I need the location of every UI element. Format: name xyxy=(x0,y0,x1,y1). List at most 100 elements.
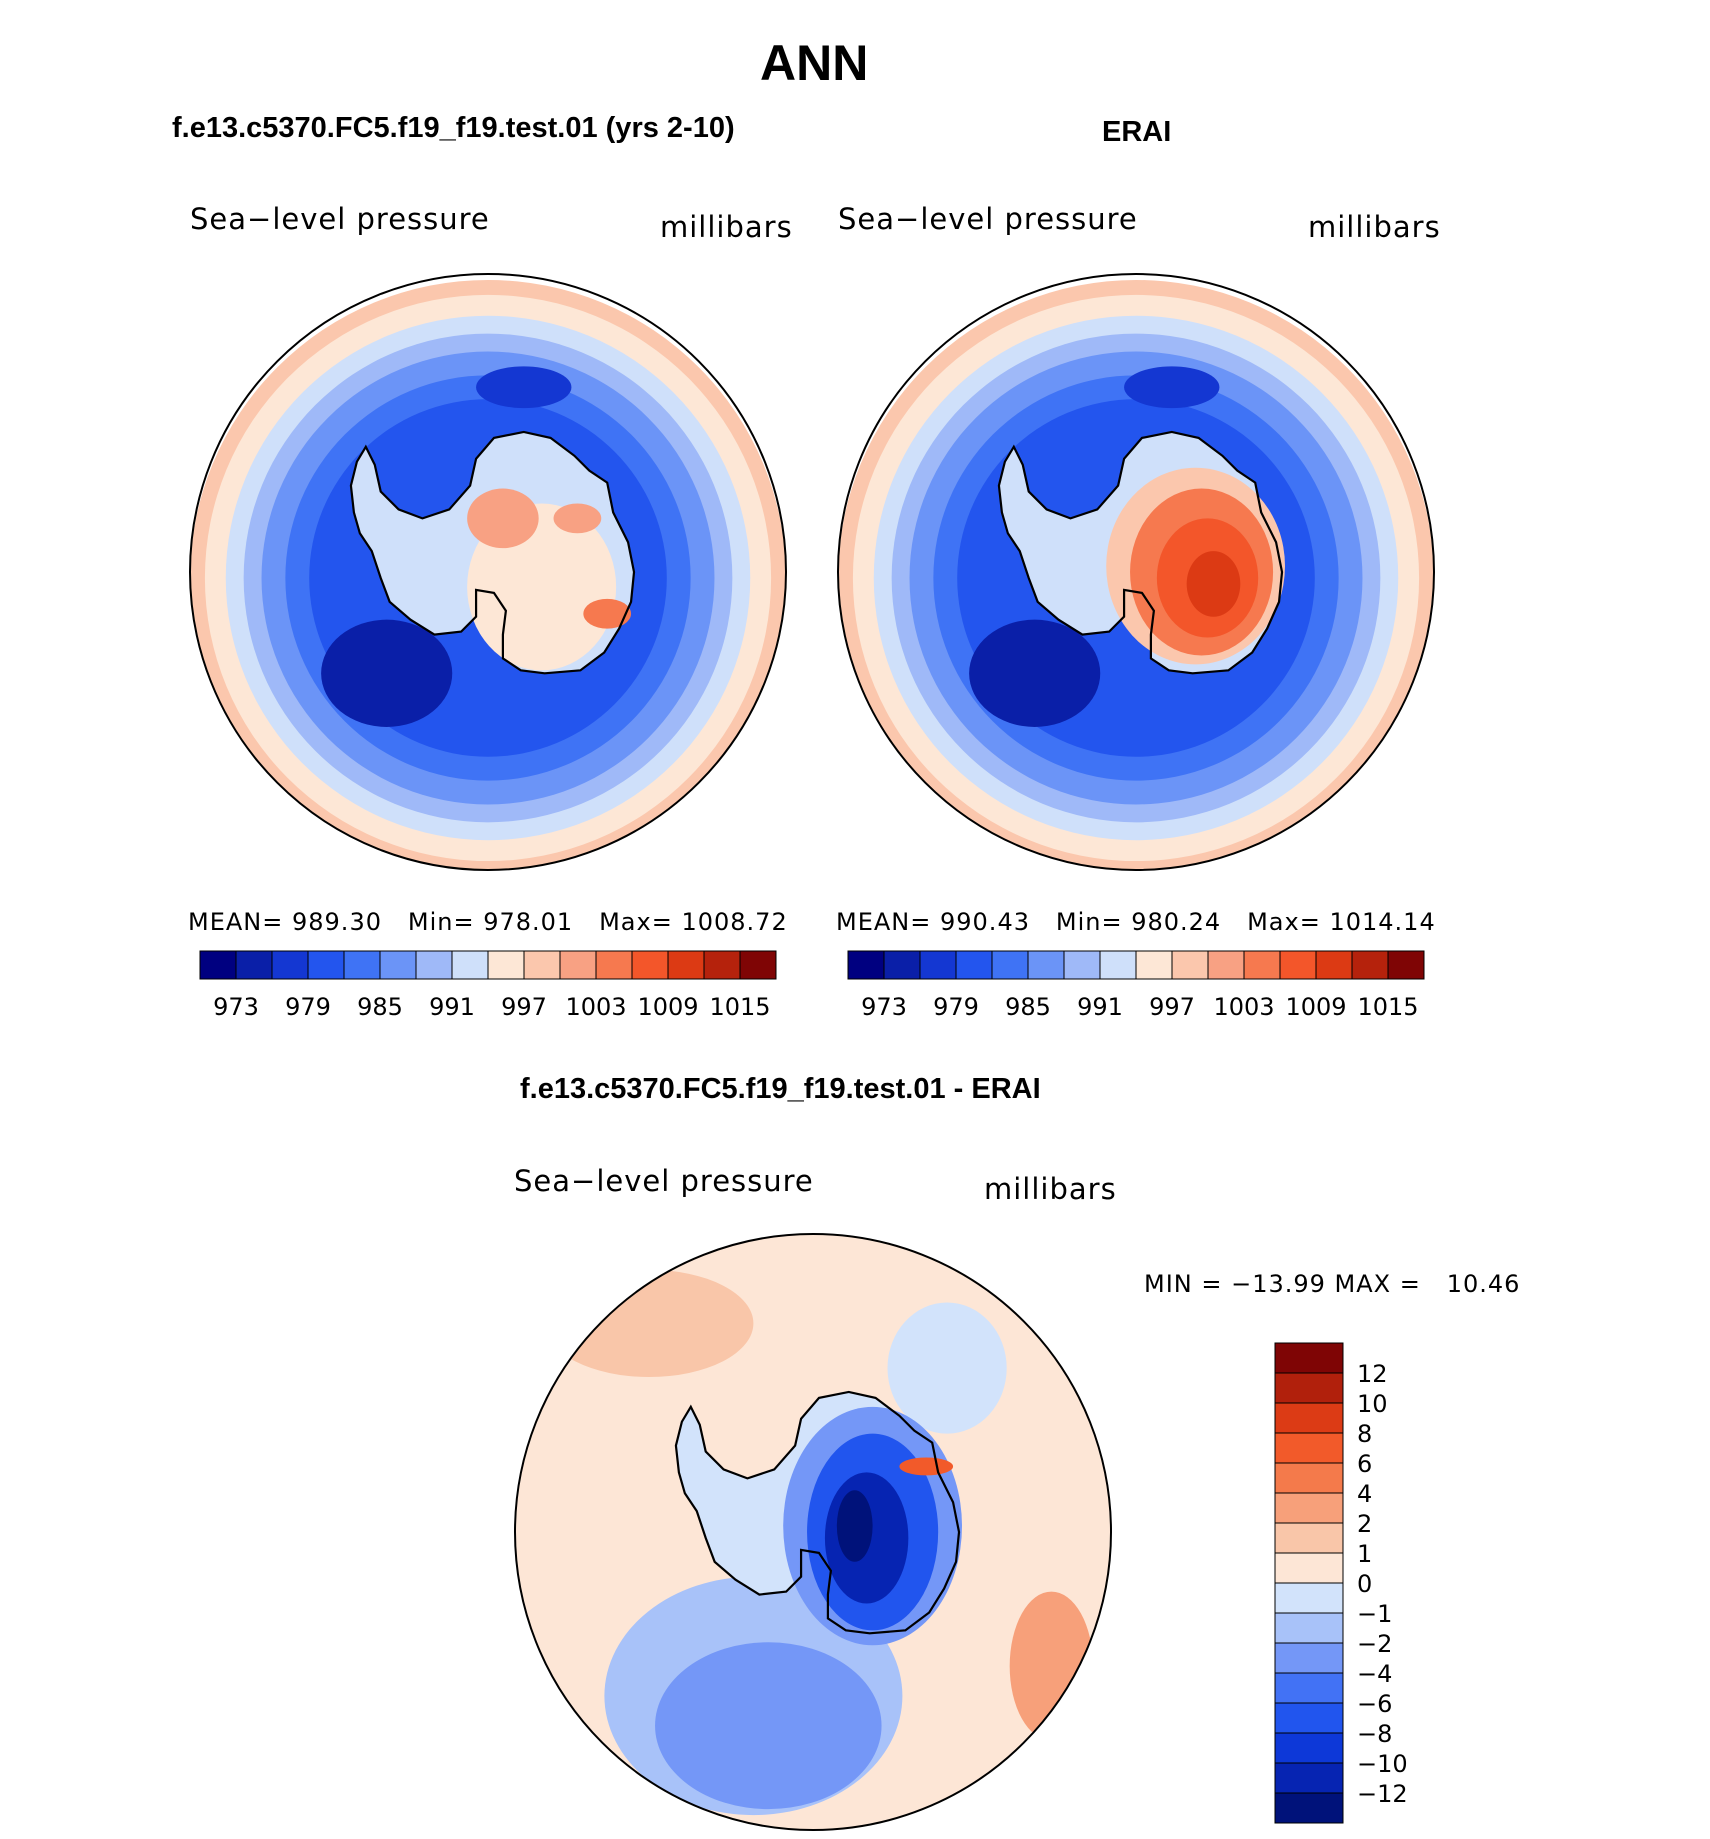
diff-colorbar-segment xyxy=(1274,1672,1344,1704)
obs-colorbar-tick-label: 1009 xyxy=(1285,993,1346,1021)
model-high-2 xyxy=(467,488,539,549)
model-colorbar-segment xyxy=(307,950,345,980)
units-label-diff: millibars xyxy=(984,1172,1117,1206)
diff-colorbar-segment xyxy=(1274,1432,1344,1464)
model-high-3 xyxy=(553,503,602,534)
obs-colorbar-segment xyxy=(1315,950,1353,980)
diff-colorbar-segment xyxy=(1274,1552,1344,1584)
diff-colorbar-tick-label: 12 xyxy=(1357,1360,1388,1388)
obs-colorbar-segment xyxy=(1135,950,1173,980)
diff-colorbar-segment xyxy=(1274,1582,1344,1614)
model-colorbar-segment xyxy=(235,950,273,980)
diff-colorbar-tick-label: 10 xyxy=(1357,1390,1388,1418)
model-colorbar: 973 979 985 991 997 1003 1009 1015 xyxy=(199,950,777,1021)
min-value: 980.24 xyxy=(1131,908,1222,936)
model-colorbar-segment xyxy=(415,950,453,980)
model-colorbar-segment xyxy=(523,950,561,980)
diff-colorbar-segment xyxy=(1274,1612,1344,1644)
model-colorbar-segment xyxy=(631,950,669,980)
obs-high-4 xyxy=(1186,551,1241,617)
model-colorbar-tick-label: 979 xyxy=(285,993,331,1021)
model-colorbar-tick-label: 991 xyxy=(429,993,475,1021)
diff-colorbar-tick-label: 0 xyxy=(1357,1570,1372,1598)
panel-title-model: f.e13.c5370.FC5.f19_f19.test.01 (yrs 2-1… xyxy=(172,112,735,144)
min-label: Min= xyxy=(407,908,475,936)
obs-colorbar-segment xyxy=(991,950,1029,980)
obs-colorbar-segment xyxy=(919,950,957,980)
diff-colorbar-segment xyxy=(1274,1642,1344,1674)
panel-title-diff: f.e13.c5370.FC5.f19_f19.test.01 - ERAI xyxy=(520,1073,1041,1105)
model-colorbar-tick-label: 1009 xyxy=(637,993,698,1021)
diff-colorbar-tick-label: −1 xyxy=(1357,1600,1392,1628)
diff-colorbar-tick-label: −12 xyxy=(1357,1780,1408,1808)
model-map-border xyxy=(189,273,787,871)
diff-field xyxy=(515,1234,1111,1830)
model-colorbar-segment xyxy=(199,950,237,980)
diff-colorbar-tick-label: −8 xyxy=(1357,1720,1392,1748)
obs-colorbar: 973 979 985 991 997 1003 1009 1015 xyxy=(847,950,1425,1021)
obs-colorbar-segment xyxy=(883,950,921,980)
obs-colorbar-segment xyxy=(1063,950,1101,980)
diff-neg-s2 xyxy=(655,1642,882,1810)
diff-colorbar-tick-label: 6 xyxy=(1357,1450,1372,1478)
diff-colorbar-segment xyxy=(1274,1792,1344,1824)
panel-title-obs: ERAI xyxy=(1102,116,1172,148)
model-colorbar-segment xyxy=(559,950,597,980)
model-coastline xyxy=(349,430,636,675)
diff-colorbar-segment xyxy=(1274,1492,1344,1524)
model-colorbar-segment xyxy=(595,950,633,980)
max-label: Max= xyxy=(599,908,673,936)
diff-colorbar-tick-label: −10 xyxy=(1357,1750,1408,1778)
diff-colorbar-segment xyxy=(1274,1462,1344,1494)
obs-colorbar-segment xyxy=(955,950,993,980)
model-colorbar-segment xyxy=(271,950,309,980)
obs-colorbar-segment xyxy=(1099,950,1137,980)
obs-colorbar-tick-label: 997 xyxy=(1149,993,1195,1021)
obs-map-border xyxy=(837,273,1435,871)
mean-value: 989.30 xyxy=(292,908,382,936)
obs-coastline xyxy=(997,430,1284,675)
obs-colorbar-tick-label: 985 xyxy=(1005,993,1051,1021)
obs-colorbar-segment xyxy=(1027,950,1065,980)
variable-label-diff: Sea−level pressure xyxy=(514,1164,814,1198)
model-low-north xyxy=(476,366,572,409)
obs-colorbar-segment xyxy=(847,950,885,980)
obs-field xyxy=(838,279,1434,870)
model-colorbar-tick-label: 1003 xyxy=(565,993,626,1021)
diff-pos-ridge xyxy=(899,1457,954,1476)
model-low-center xyxy=(321,619,453,727)
obs-colorbar-tick-label: 991 xyxy=(1077,993,1123,1021)
obs-colorbar-segment xyxy=(1207,950,1245,980)
variable-label-model: Sea−level pressure xyxy=(190,202,490,236)
model-colorbar-tick-label: 973 xyxy=(213,993,259,1021)
diff-colorbar-tick-label: −6 xyxy=(1357,1690,1392,1718)
obs-map xyxy=(837,273,1435,871)
stats-obs: MEAN= 990.43 Min= 980.24 Max= 1014.14 xyxy=(836,908,1436,936)
diff-neg-ne xyxy=(887,1302,1007,1434)
obs-low-center xyxy=(969,619,1101,727)
obs-low-north xyxy=(1124,366,1220,409)
min-label: Min= xyxy=(1055,908,1123,936)
model-colorbar-segment xyxy=(343,950,381,980)
obs-colorbar-segment xyxy=(1243,950,1281,980)
mean-label: MEAN= xyxy=(836,908,932,936)
model-colorbar-segment xyxy=(379,950,417,980)
diff-map xyxy=(514,1233,1112,1831)
diff-colorbar-segment xyxy=(1274,1522,1344,1554)
diff-colorbar-tick-label: 8 xyxy=(1357,1420,1372,1448)
stats-model: MEAN= 989.30 Min= 978.01 Max= 1008.72 xyxy=(188,908,788,936)
diff-colorbar-segment xyxy=(1274,1762,1344,1794)
obs-colorbar-segment xyxy=(1171,950,1209,980)
obs-colorbar-tick-label: 973 xyxy=(861,993,907,1021)
diff-colorbar-segment xyxy=(1274,1702,1344,1734)
mean-value: 990.43 xyxy=(940,908,1030,936)
model-colorbar-segment xyxy=(487,950,525,980)
diff-colorbar-tick-label: 1 xyxy=(1357,1540,1372,1568)
diff-coastline xyxy=(674,1390,961,1635)
model-colorbar-tick-label: 985 xyxy=(357,993,403,1021)
variable-label-obs: Sea−level pressure xyxy=(838,202,1138,236)
max-value: 1014.14 xyxy=(1329,908,1436,936)
model-colorbar-segment xyxy=(451,950,489,980)
